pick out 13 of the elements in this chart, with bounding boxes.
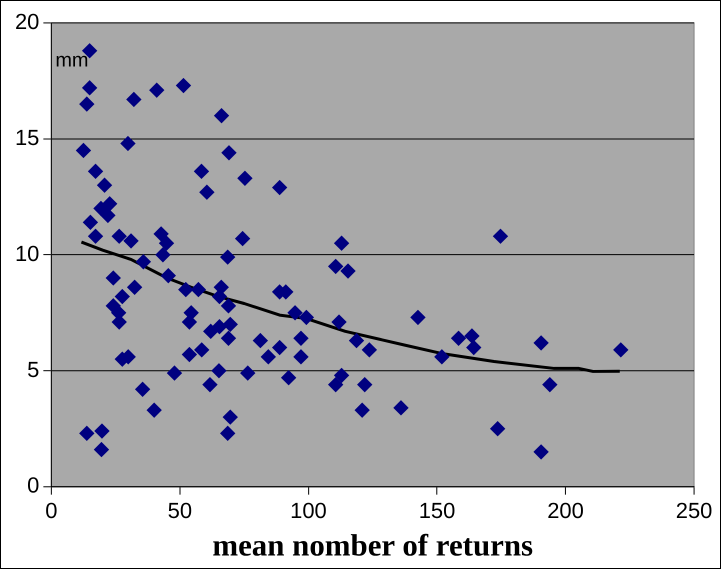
x-tick-label: 50	[168, 498, 192, 523]
y-tick-label: 0	[27, 472, 40, 498]
x-axis-title: mean nomber of returns	[212, 527, 534, 562]
x-tick-label: 150	[418, 498, 456, 523]
y-tick-label: 20	[14, 8, 40, 34]
x-tick-label: 250	[676, 498, 712, 523]
y-tick-label: 5	[27, 356, 40, 382]
x-tick-label: 200	[547, 498, 584, 523]
y-axis-title: mm	[55, 49, 89, 72]
y-tick-label: 15	[14, 124, 40, 150]
x-tick-label: 100	[290, 498, 327, 523]
x-tick-label: 0	[45, 498, 58, 523]
y-tick-label: 10	[14, 240, 40, 266]
